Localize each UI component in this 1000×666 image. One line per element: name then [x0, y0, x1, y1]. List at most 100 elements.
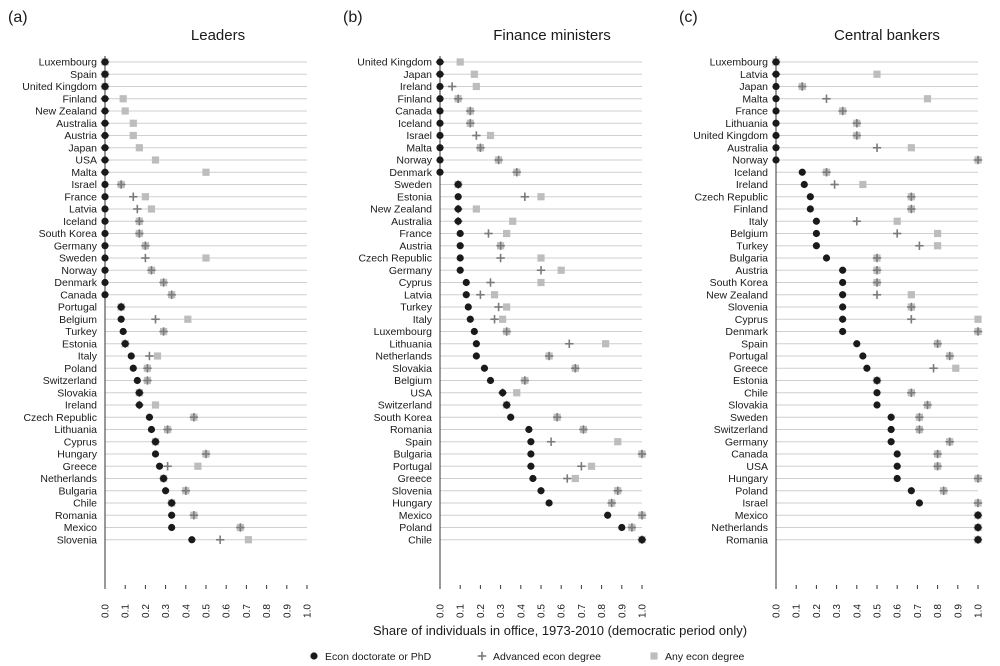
- country-label: Turkey: [736, 240, 768, 252]
- x-tick-label: 0.9: [282, 604, 293, 618]
- country-label: Sweden: [59, 253, 97, 265]
- any-degree-point: [923, 95, 932, 103]
- any-degree-point: [537, 193, 545, 201]
- advanced-degree-point: [147, 266, 156, 275]
- x-axis-label: Share of individuals in office, 1973-201…: [373, 623, 747, 638]
- any-degree-point: [893, 217, 901, 225]
- country-label: Austria: [735, 265, 768, 277]
- any-degree-point: [614, 438, 622, 446]
- phd-point: [503, 401, 511, 409]
- x-tick-label: 0.3: [161, 604, 172, 618]
- advanced-degree-point: [486, 278, 495, 287]
- panel-title: Finance ministers: [493, 27, 611, 44]
- any-degree-point: [650, 652, 658, 660]
- phd-point: [812, 229, 821, 238]
- advanced-degree-point: [163, 425, 172, 434]
- country-label: Denmark: [389, 167, 432, 179]
- phd-point: [822, 254, 831, 262]
- any-degree-point: [513, 389, 521, 397]
- country-label: France: [64, 191, 97, 203]
- any-degree-point: [509, 217, 517, 225]
- phd-point: [101, 217, 109, 225]
- advanced-degree-point: [476, 143, 485, 152]
- advanced-degree-point: [822, 168, 831, 177]
- country-label: Cyprus: [399, 277, 432, 289]
- phd-point: [772, 144, 780, 152]
- country-label: Denmark: [725, 326, 768, 338]
- country-label: New Zealand: [706, 289, 768, 301]
- legend: Econ doctorate or PhD Advanced econ degre…: [310, 651, 745, 663]
- phd-point: [873, 401, 881, 409]
- x-tick-label: 0.6: [222, 604, 233, 618]
- country-label: Ireland: [400, 81, 432, 93]
- country-label: New Zealand: [370, 204, 432, 216]
- points-group: [435, 57, 647, 544]
- country-label: United Kingdom: [22, 81, 97, 93]
- country-label: Israel: [406, 130, 432, 142]
- any-degree-point: [503, 303, 511, 311]
- phd-point: [915, 499, 924, 507]
- advanced-degree-point: [189, 511, 199, 520]
- phd-point: [101, 107, 109, 115]
- phd-point: [117, 303, 125, 311]
- phd-point: [129, 364, 137, 372]
- phd-point: [155, 462, 164, 470]
- any-degree-point: [503, 229, 511, 238]
- phd-point: [454, 217, 462, 225]
- any-degree-point: [121, 107, 129, 115]
- country-label: Austria: [399, 240, 432, 252]
- phd-point: [135, 389, 143, 397]
- phd-point: [151, 450, 160, 458]
- advanced-degree-point: [565, 339, 574, 348]
- any-degree-point: [151, 156, 160, 164]
- x-tick-label: 0.3: [496, 604, 507, 618]
- advanced-degree-point: [145, 351, 154, 361]
- phd-point: [456, 229, 464, 238]
- phd-point: [436, 168, 444, 176]
- advanced-degree-point: [546, 437, 556, 446]
- phd-point: [853, 340, 861, 348]
- any-degree-point: [934, 229, 942, 238]
- country-label: France: [735, 106, 768, 118]
- phd-point: [873, 389, 881, 397]
- phd-point: [974, 511, 982, 519]
- country-label: Czech Republic: [358, 253, 432, 265]
- phd-point: [839, 303, 847, 311]
- x-tick-label: 0.8: [262, 604, 273, 618]
- advanced-degree-point: [872, 290, 882, 299]
- country-label: Luxembourg: [710, 57, 769, 69]
- advanced-degree-point: [490, 315, 499, 324]
- phd-point: [812, 242, 821, 250]
- country-label: Switzerland: [378, 400, 432, 412]
- country-label: Canada: [395, 106, 432, 118]
- advanced-degree-point: [893, 229, 902, 238]
- advanced-degree-point: [167, 290, 176, 299]
- any-degree-point: [151, 401, 160, 409]
- any-degree-point: [974, 315, 982, 323]
- country-label: Japan: [403, 69, 432, 81]
- x-tick-label: 0.1: [792, 604, 803, 618]
- phd-point: [893, 474, 901, 483]
- phd-point: [893, 462, 901, 470]
- points-group: [100, 57, 253, 544]
- advanced-degree-point: [143, 376, 152, 385]
- phd-point: [101, 205, 109, 213]
- advanced-degree-point: [159, 327, 168, 336]
- country-label: Greece: [63, 461, 98, 473]
- phd-point: [462, 278, 470, 287]
- country-label: Italy: [749, 216, 769, 228]
- phd-point: [638, 536, 646, 544]
- country-label: Iceland: [63, 216, 97, 228]
- country-label: Lithuania: [54, 424, 97, 436]
- phd-point: [101, 193, 109, 201]
- advanced-degree-point: [135, 217, 144, 226]
- country-label: Bulgaria: [393, 449, 432, 461]
- country-label: Japan: [68, 142, 97, 154]
- phd-point: [887, 413, 895, 421]
- panel-title: Central bankers: [834, 27, 940, 44]
- country-label: Lithuania: [725, 118, 768, 130]
- advanced-degree-point: [520, 192, 530, 201]
- country-label: Estonia: [62, 338, 97, 350]
- phd-point: [127, 352, 135, 360]
- phd-point: [839, 291, 847, 299]
